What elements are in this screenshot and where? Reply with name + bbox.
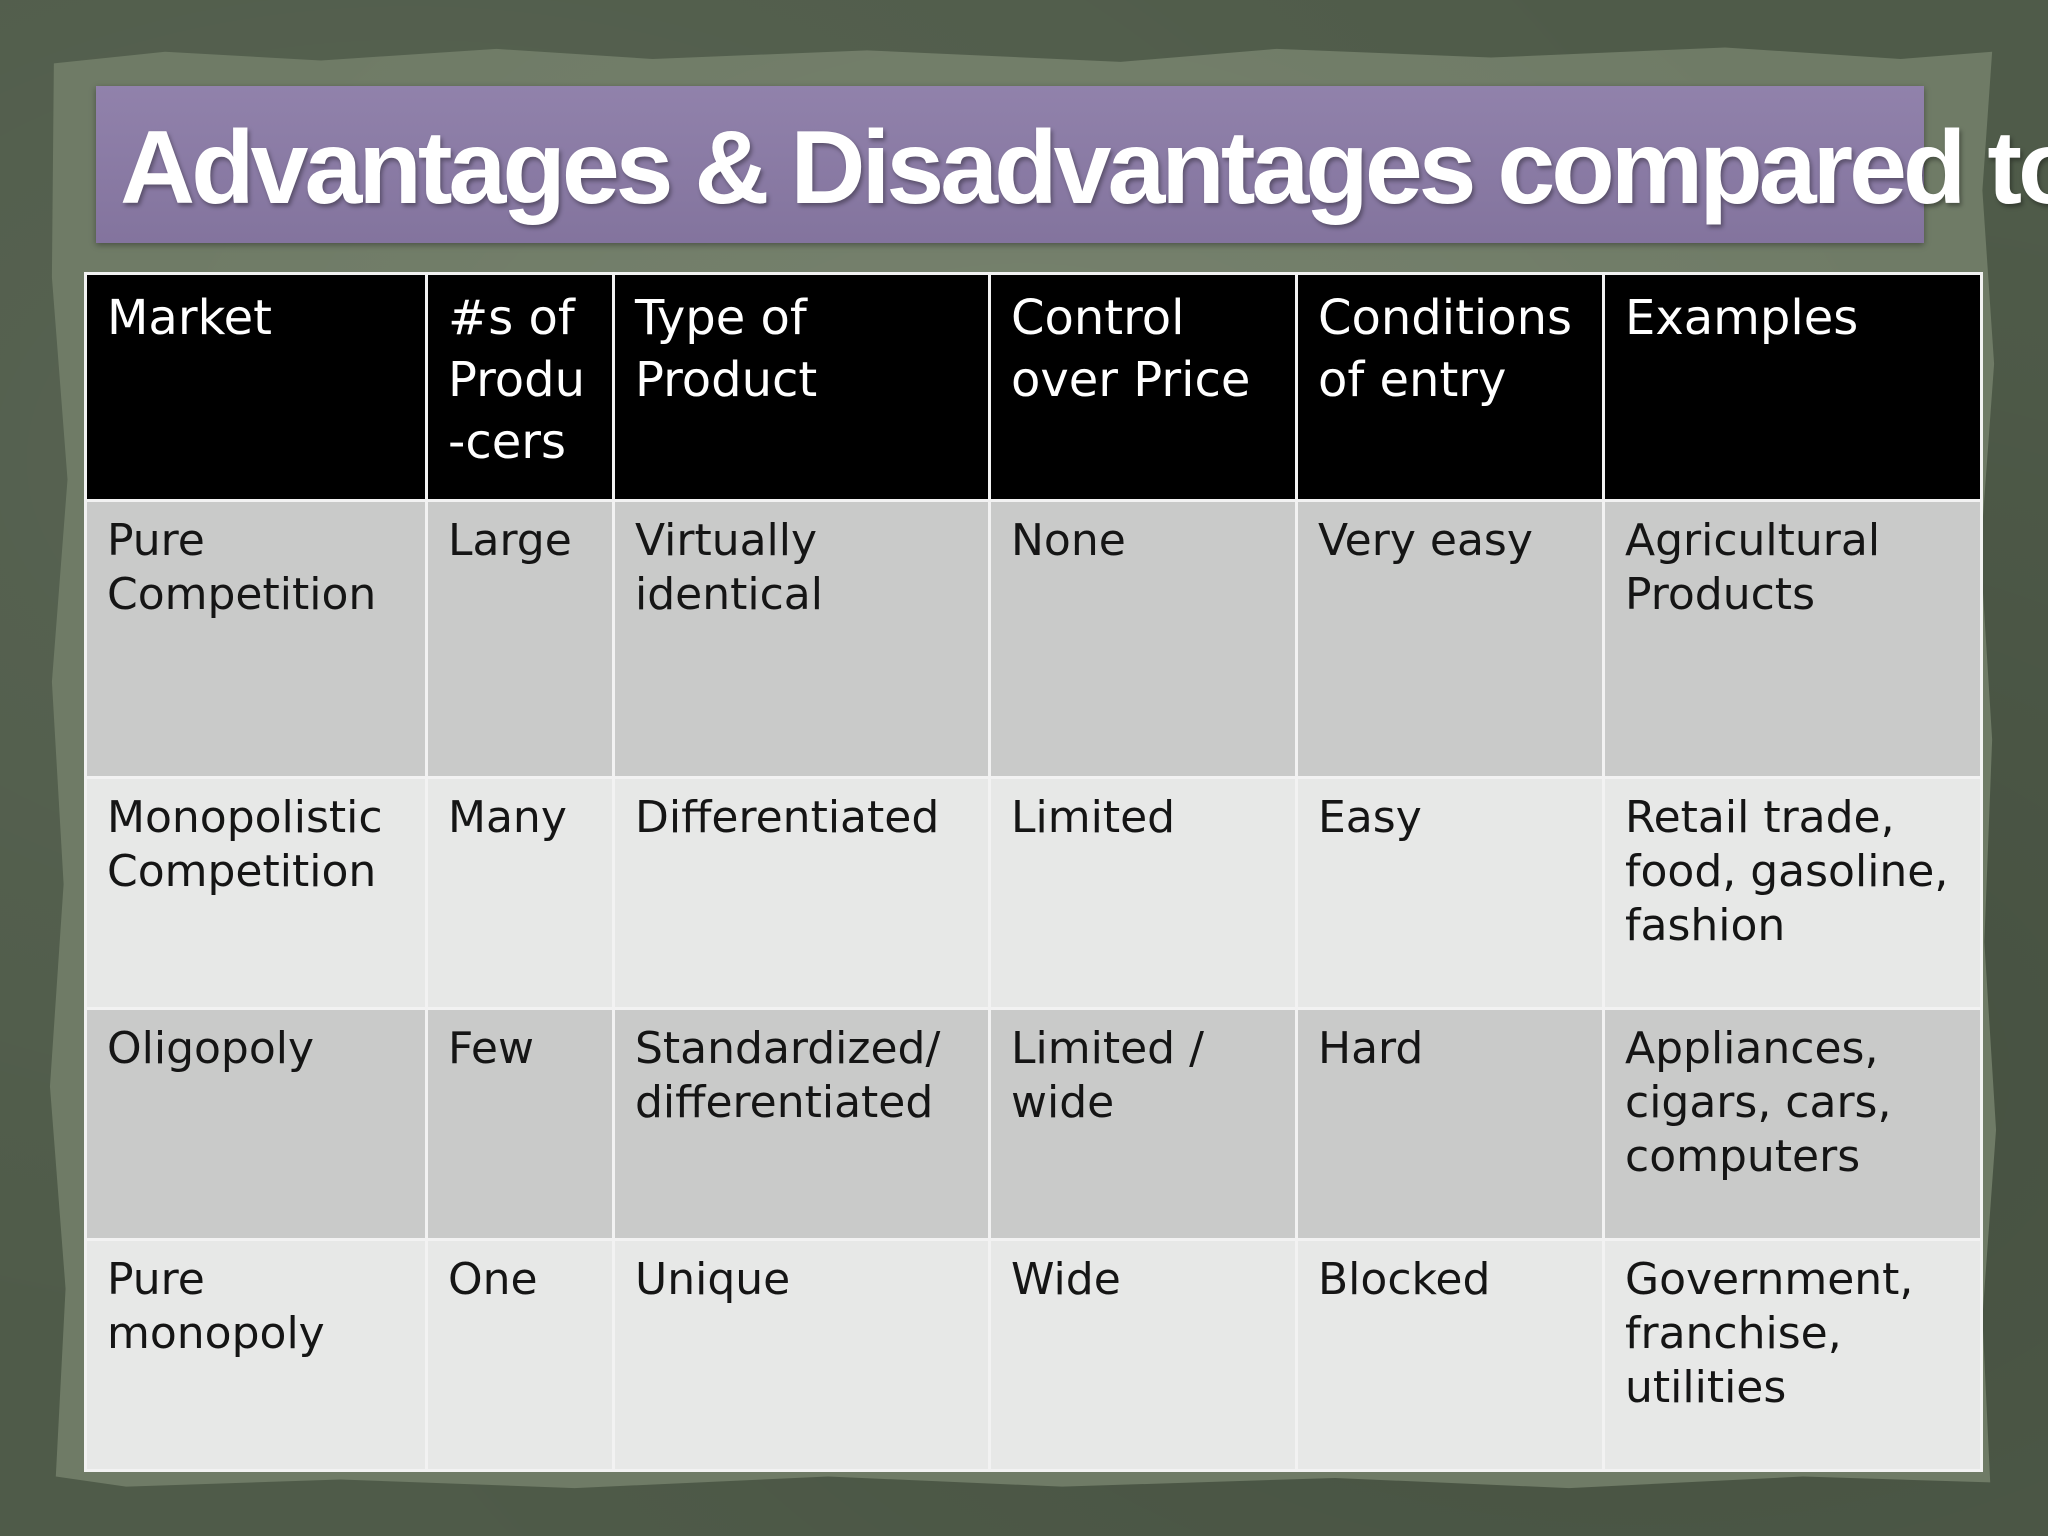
table-row: Oligopoly Few Standardized/ differentiat… (84, 1007, 1983, 1241)
cell-number-of-producers: One (425, 1238, 615, 1472)
cell-type-of-product: Differentiated (612, 776, 991, 1010)
cell-control-over-price: Wide (988, 1238, 1298, 1472)
slide-title: Advantages & Disadvantages compared to (120, 110, 2048, 226)
header-market: Market (84, 272, 428, 502)
cell-conditions-of-entry: Blocked (1295, 1238, 1605, 1472)
header-conditions-of-entry: Conditions of entry (1295, 272, 1605, 502)
cell-examples: Appliances, cigars, cars, computers (1602, 1007, 1983, 1241)
header-type-of-product: Type of Product (612, 272, 991, 502)
header-control-over-price: Control over Price (988, 272, 1298, 502)
cell-market: Monopolistic Competition (84, 776, 428, 1010)
cell-market: Pure monopoly (84, 1238, 428, 1472)
table-row: Monopolistic Competition Many Differenti… (84, 776, 1983, 1010)
title-banner (96, 86, 1924, 243)
cell-conditions-of-entry: Hard (1295, 1007, 1605, 1241)
market-structures-table: Market #s of Produ -cers Type of Product… (84, 272, 1983, 1472)
cell-number-of-producers: Few (425, 1007, 615, 1241)
cell-examples: Government, franchise, utilities (1602, 1238, 1983, 1472)
cell-number-of-producers: Many (425, 776, 615, 1010)
cell-control-over-price: Limited (988, 776, 1298, 1010)
cell-market: Pure Competition (84, 499, 428, 779)
market-structures-table-container: Market #s of Produ -cers Type of Product… (84, 272, 1983, 1472)
cell-type-of-product: Unique (612, 1238, 991, 1472)
cell-examples: Retail trade, food, gasoline, fashion (1602, 776, 1983, 1010)
cell-examples: Agricultural Products (1602, 499, 1983, 779)
table-header-row: Market #s of Produ -cers Type of Product… (84, 272, 1983, 502)
cell-type-of-product: Standardized/ differentiated (612, 1007, 991, 1241)
cell-market: Oligopoly (84, 1007, 428, 1241)
cell-type-of-product: Virtually identical (612, 499, 991, 779)
cell-conditions-of-entry: Easy (1295, 776, 1605, 1010)
header-examples: Examples (1602, 272, 1983, 502)
cell-control-over-price: Limited / wide (988, 1007, 1298, 1241)
cell-control-over-price: None (988, 499, 1298, 779)
cell-number-of-producers: Large (425, 499, 615, 779)
header-number-of-producers: #s of Produ -cers (425, 272, 615, 502)
table-row: Pure monopoly One Unique Wide Blocked Go… (84, 1238, 1983, 1472)
table-row: Pure Competition Large Virtually identic… (84, 499, 1983, 779)
cell-conditions-of-entry: Very easy (1295, 499, 1605, 779)
